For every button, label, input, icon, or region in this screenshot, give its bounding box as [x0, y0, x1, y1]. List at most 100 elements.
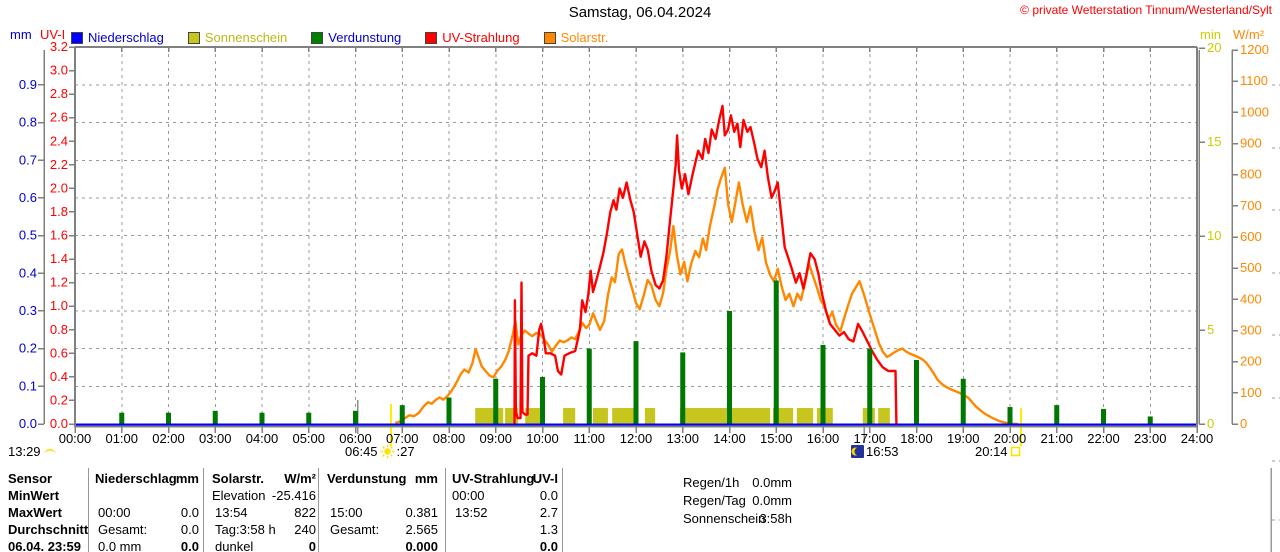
- legend-item-3: Verdunstung: [311, 30, 401, 45]
- svg-text:0.7: 0.7: [19, 152, 37, 167]
- svg-text:02:00: 02:00: [152, 431, 185, 446]
- sunrise-seconds: :27: [396, 444, 415, 459]
- table-cell-value: 0.0: [539, 488, 558, 503]
- svg-text:200: 200: [1240, 354, 1262, 369]
- axis-caption-wm2: W/m²: [1233, 27, 1265, 42]
- moonset-marker: 13:29: [8, 445, 57, 458]
- summary-label: Sonnenschein: [683, 511, 766, 526]
- legend-label: Sonnenschein: [204, 30, 288, 45]
- svg-text:20:00: 20:00: [994, 431, 1027, 446]
- svg-text:2.8: 2.8: [50, 86, 68, 101]
- svg-text:1000: 1000: [1240, 104, 1269, 119]
- svg-text:0.9: 0.9: [19, 77, 37, 92]
- svg-text:05:00: 05:00: [292, 431, 325, 446]
- table-cell-value: 0: [308, 539, 316, 552]
- svg-text:0: 0: [1207, 416, 1214, 431]
- adjacent-chart-fragment: [1270, 84, 1280, 552]
- summary-label: Regen/1h: [683, 475, 740, 490]
- table-cell-value: -25.416: [271, 488, 316, 503]
- table-col-unit: mm: [414, 471, 438, 486]
- moonrise-icon: [851, 445, 864, 458]
- legend-label: UV-Strahlung: [442, 30, 520, 45]
- svg-text:2.0: 2.0: [50, 180, 68, 195]
- svg-text:07:00: 07:00: [386, 431, 419, 446]
- table-col-title: Verdunstung: [327, 471, 407, 486]
- svg-text:06:00: 06:00: [339, 431, 372, 446]
- table-col-title: Niederschlag: [95, 471, 177, 486]
- svg-text:10:00: 10:00: [526, 431, 559, 446]
- svg-text:00:00: 00:00: [59, 431, 92, 446]
- chart-legend: Niederschlag Sonnenschein Verdunstung UV-St…: [71, 30, 608, 45]
- sunset-time: 20:14: [975, 444, 1008, 459]
- svg-text:100: 100: [1240, 385, 1262, 400]
- table-cell-value: 0.0: [180, 539, 199, 552]
- summary-label: Regen/Tag: [683, 493, 746, 508]
- svg-text:0.4: 0.4: [50, 369, 68, 384]
- svg-text:0.6: 0.6: [50, 345, 68, 360]
- svg-text:01:00: 01:00: [105, 431, 138, 446]
- series-verdunstung-bars: [119, 280, 1153, 424]
- table-divider: [562, 468, 563, 552]
- svg-text:17:00: 17:00: [853, 431, 886, 446]
- svg-text:900: 900: [1240, 136, 1262, 151]
- table-cell-label: 00:00: [452, 488, 485, 503]
- legend-swatch-icon: [311, 31, 324, 44]
- table-divider: [88, 468, 89, 552]
- svg-text:1.2: 1.2: [50, 275, 68, 290]
- moonrise-marker: 16:53: [851, 445, 899, 458]
- table-col-unit: UV-I: [532, 471, 558, 486]
- axis-ticks-labels: 0.0 0.1 0.2 0.3 0.4 0.5 0.6 0.7 0.8 0.9 0.0 0.2 0.4 0…: [19, 39, 1269, 431]
- table-cell-value: 0.000: [405, 539, 438, 552]
- table-col-unit: W/m²: [284, 471, 316, 486]
- svg-text:0.5: 0.5: [19, 228, 37, 243]
- svg-text:10: 10: [1207, 228, 1221, 243]
- svg-text:21:00: 21:00: [1040, 431, 1073, 446]
- svg-text:1.8: 1.8: [50, 204, 68, 219]
- svg-text:1.4: 1.4: [50, 251, 68, 266]
- svg-text:12:00: 12:00: [620, 431, 653, 446]
- sunset-marker: 20:14: [975, 445, 1021, 458]
- legend-swatch-icon: [187, 31, 200, 44]
- svg-text:0.2: 0.2: [50, 392, 68, 407]
- svg-text:24:00: 24:00: [1181, 431, 1214, 446]
- svg-text:3.0: 3.0: [50, 63, 68, 78]
- summary-table: Sensor MinWert MaxWert Durchschnitt 06.04. 2…: [0, 468, 1280, 552]
- svg-text:18:00: 18:00: [900, 431, 933, 446]
- table-cell-label: dunkel: [215, 539, 254, 552]
- svg-text:2.2: 2.2: [50, 157, 68, 172]
- axis-caption-min: min: [1200, 27, 1221, 42]
- summary-value: 0.0mm: [752, 493, 792, 508]
- table-cell-label: Gesamt:: [330, 522, 380, 537]
- svg-text:15: 15: [1207, 134, 1221, 149]
- table-row-header: MaxWert: [8, 505, 62, 520]
- summary-value: 0.0mm: [752, 475, 792, 490]
- table-cell-value: 2.7: [539, 505, 558, 520]
- svg-text:300: 300: [1240, 323, 1262, 338]
- svg-text:08:00: 08:00: [433, 431, 466, 446]
- svg-text:1.0: 1.0: [50, 298, 68, 313]
- legend-item-2: Sonnenschein: [187, 30, 288, 45]
- svg-text:1100: 1100: [1240, 73, 1268, 88]
- svg-text:2.4: 2.4: [50, 133, 68, 148]
- svg-text:0.8: 0.8: [19, 115, 37, 130]
- svg-text:0.8: 0.8: [50, 322, 68, 337]
- table-col-title: UV-Strahlung: [452, 471, 535, 486]
- axis-caption-uvi: UV-I: [40, 27, 66, 42]
- table-cell-label: Elevation: [212, 488, 266, 503]
- legend-swatch-icon: [543, 31, 556, 44]
- table-row-header: Durchschnitt: [8, 522, 89, 537]
- table-cell-label: 00:00: [98, 505, 131, 520]
- svg-text:2.6: 2.6: [50, 110, 68, 125]
- svg-text:04:00: 04:00: [246, 431, 279, 446]
- page-title: Samstag, 06.04.2024: [568, 4, 712, 21]
- legend-label: Verdunstung: [328, 30, 402, 45]
- svg-text:3.2: 3.2: [50, 39, 68, 54]
- svg-text:16:00: 16:00: [807, 431, 840, 446]
- table-divider: [318, 468, 319, 552]
- svg-text:400: 400: [1240, 291, 1262, 306]
- series-solar-line: [394, 166, 1018, 426]
- table-col-unit: mm: [175, 471, 199, 486]
- svg-text:500: 500: [1240, 260, 1262, 275]
- legend-item-4: UV-Strahlung: [425, 30, 520, 45]
